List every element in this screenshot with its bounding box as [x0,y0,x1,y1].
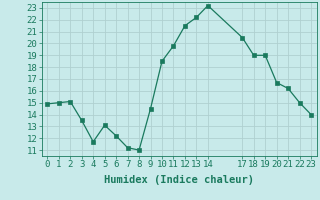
X-axis label: Humidex (Indice chaleur): Humidex (Indice chaleur) [104,175,254,185]
